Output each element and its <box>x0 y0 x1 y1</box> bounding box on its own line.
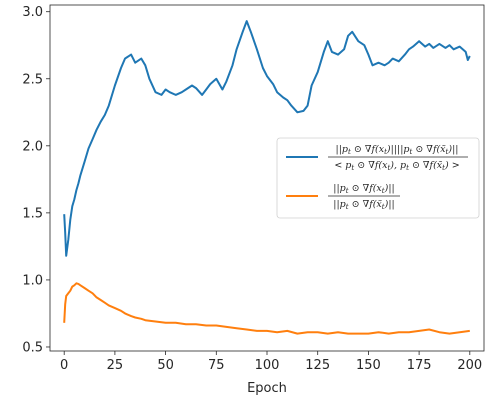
legend-box <box>276 137 480 219</box>
y-axis-ticks: 0.5 1.0 1.5 2.0 2.5 3.0 <box>22 5 50 355</box>
legend-label-ratio-cosine: ||pt ⊙ ∇f(xt)||||pt ⊙ ∇f(x̃t)|| < pt ⊙ ∇… <box>328 144 468 172</box>
y-tick-label: 1.0 <box>22 273 43 288</box>
x-axis-label: Epoch <box>247 381 287 396</box>
svg-text:||pt ⊙ ∇f(xt)||||pt ⊙ ∇f(x̃t)|: ||pt ⊙ ∇f(xt)||||pt ⊙ ∇f(x̃t)|| <box>336 144 459 156</box>
x-tick-label: 50 <box>157 358 174 373</box>
legend-label-ratio-norms: ||pt ⊙ ∇f(xt)|| ||pt ⊙ ∇f(x̃t)|| <box>328 183 400 211</box>
legend: ||pt ⊙ ∇f(xt)||||pt ⊙ ∇f(x̃t)|| < pt ⊙ ∇… <box>276 137 480 219</box>
y-tick-label: 2.0 <box>22 139 43 154</box>
svg-text:< pt ⊙ ∇f(xt), pt ⊙ ∇f(x̃t) >: < pt ⊙ ∇f(xt), pt ⊙ ∇f(x̃t) > <box>334 160 459 172</box>
x-tick-label: 200 <box>457 358 482 373</box>
x-tick-label: 25 <box>107 358 124 373</box>
y-tick-label: 3.0 <box>22 5 43 20</box>
x-tick-label: 0 <box>60 358 68 373</box>
y-tick-label: 1.5 <box>22 206 43 221</box>
series-line-ratio-cosine <box>63 20 471 257</box>
x-tick-label: 175 <box>407 358 432 373</box>
x-tick-label: 125 <box>305 358 330 373</box>
y-tick-label: 2.5 <box>22 72 43 87</box>
plot-lines <box>63 20 471 335</box>
x-axis-ticks: 0 25 50 75 100 125 150 175 200 <box>60 351 482 373</box>
svg-text:||pt ⊙ ∇f(x̃t)||: ||pt ⊙ ∇f(x̃t)|| <box>333 199 394 211</box>
x-tick-label: 100 <box>255 358 280 373</box>
x-tick-label: 75 <box>208 358 225 373</box>
series-line-ratio-norms <box>63 282 470 335</box>
svg-text:||pt ⊙ ∇f(xt)||: ||pt ⊙ ∇f(xt)|| <box>333 183 394 195</box>
axes-frame <box>49 4 485 352</box>
y-tick-label: 0.5 <box>22 340 43 355</box>
x-tick-label: 150 <box>356 358 381 373</box>
